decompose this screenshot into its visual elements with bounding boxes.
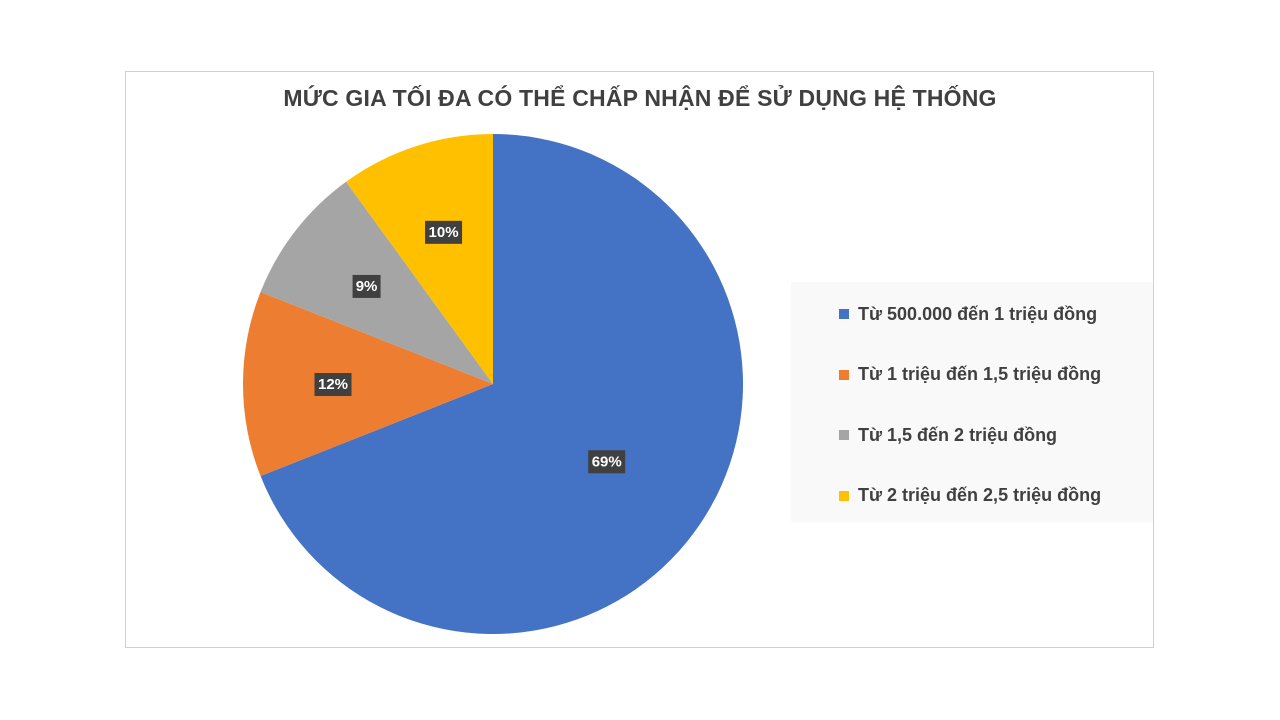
data-label-text: 9% bbox=[356, 278, 378, 295]
data-label-text: 69% bbox=[592, 453, 622, 470]
data-label-text: 10% bbox=[429, 224, 459, 241]
legend: Từ 500.000 đến 1 triệu đồng Từ 1 triệu đ… bbox=[791, 282, 1153, 522]
data-label-0: 69% bbox=[588, 450, 626, 474]
legend-swatch bbox=[839, 309, 849, 319]
data-label-3: 10% bbox=[425, 220, 463, 244]
data-label-box bbox=[352, 274, 381, 298]
pie-data-labels: 69% 12% 9% 10% bbox=[314, 220, 626, 474]
pie-slice-0 bbox=[260, 134, 743, 634]
legend-label: Từ 1 triệu đến 1,5 triệu đồng bbox=[858, 364, 1102, 384]
legend-item-1: Từ 1 triệu đến 1,5 triệu đồng bbox=[791, 360, 1153, 390]
legend-swatch bbox=[839, 490, 849, 501]
data-label-box bbox=[588, 450, 626, 474]
legend-item-3: Từ 2 triệu đến 2,5 triệu đồng bbox=[791, 481, 1153, 511]
legend-label: Từ 1,5 đến 2 triệu đồng bbox=[858, 424, 1058, 445]
data-label-box bbox=[314, 373, 352, 396]
legend-label: Từ 500.000 đến 1 triệu đồng bbox=[858, 303, 1098, 324]
data-label-1: 12% bbox=[314, 373, 352, 396]
legend-swatch bbox=[839, 369, 849, 380]
chart-title: MỨC GIA TỐI ĐA CÓ THỂ CHẤP NHẬN ĐỂ SỬ DỤ… bbox=[283, 85, 997, 111]
pie-slice-1 bbox=[243, 291, 493, 477]
legend-label: Từ 2 triệu đến 2,5 triệu đồng bbox=[858, 485, 1102, 505]
data-label-2: 9% bbox=[352, 274, 381, 298]
legend-item-2: Từ 1,5 đến 2 triệu đồng bbox=[791, 420, 1153, 450]
data-label-box bbox=[425, 220, 463, 244]
data-label-text: 12% bbox=[318, 376, 348, 393]
pie-slice-3 bbox=[346, 134, 493, 384]
legend-swatch bbox=[839, 430, 849, 440]
legend-item-0: Từ 500.000 đến 1 triệu đồng bbox=[791, 299, 1153, 329]
